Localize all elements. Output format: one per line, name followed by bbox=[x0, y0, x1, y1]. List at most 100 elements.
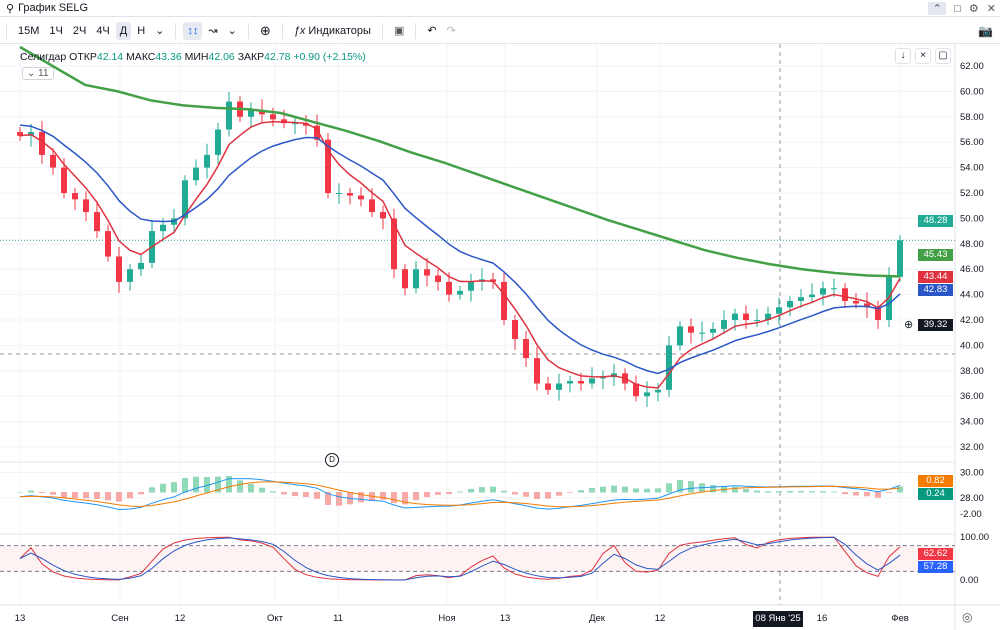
interval-15m[interactable]: 15M bbox=[18, 24, 40, 37]
candle bbox=[523, 330, 529, 367]
macd-histogram-bar bbox=[490, 486, 496, 493]
candle bbox=[688, 318, 694, 344]
candle-body bbox=[633, 383, 639, 397]
candle bbox=[512, 314, 518, 350]
line-chart-icon[interactable]: ↝ bbox=[208, 25, 218, 37]
interval-day[interactable]: Д bbox=[115, 21, 132, 40]
macd-histogram-bar bbox=[182, 478, 188, 493]
candles-icon[interactable]: ↕↕ bbox=[183, 21, 203, 40]
candle-body bbox=[512, 320, 518, 340]
price-tick: 60.00 bbox=[960, 86, 984, 97]
macd-histogram-bar bbox=[831, 491, 837, 493]
candle-body bbox=[809, 294, 815, 298]
macd-histogram-bar bbox=[578, 490, 584, 493]
candle-body bbox=[798, 297, 804, 301]
price-tick: 36.00 bbox=[960, 391, 984, 402]
indicators-button[interactable]: ƒx Индикаторы bbox=[290, 22, 375, 40]
candle bbox=[50, 148, 56, 175]
indicators-collapse-button[interactable]: ⌄ 11 bbox=[22, 67, 54, 80]
symbol-name: Селигдар bbox=[20, 51, 67, 63]
interval-2h[interactable]: 2Ч bbox=[72, 24, 87, 37]
macd-histogram-bar bbox=[457, 491, 463, 493]
layout-grid-icon[interactable]: ▣ bbox=[393, 25, 405, 37]
candle-body bbox=[468, 281, 474, 291]
fx-icon: ƒx bbox=[293, 24, 306, 37]
price-chart[interactable]: 62.00 60.00 58.00 56.00 54.00 52.00 50.00 48.00… bbox=[0, 44, 1000, 630]
candle-body bbox=[380, 212, 386, 219]
macd-histogram-bar bbox=[589, 487, 595, 493]
crosshair-time-tag: 08 Янв '25 bbox=[753, 611, 803, 627]
interval-1h[interactable]: 1Ч bbox=[49, 24, 63, 37]
candle-body bbox=[655, 389, 661, 393]
candle-body bbox=[424, 269, 430, 276]
maximize-icon[interactable]: □ bbox=[954, 2, 961, 15]
candle-body bbox=[534, 358, 540, 384]
candle bbox=[215, 122, 221, 164]
price-tick: 46.00 bbox=[960, 264, 984, 275]
candle bbox=[655, 383, 661, 402]
macd-histogram-bar bbox=[688, 481, 694, 493]
window-titlebar: ⚲ График SELG ⌃ □ ⚙ ✕ bbox=[0, 0, 1000, 17]
price-tick: 54.00 bbox=[960, 163, 984, 174]
collapse-pane-icon[interactable]: × bbox=[915, 48, 931, 64]
macd-histogram-bar bbox=[127, 492, 133, 499]
candle bbox=[270, 107, 276, 127]
chevron-down-icon[interactable]: ⌄ bbox=[227, 25, 237, 37]
macd-histogram-bar bbox=[820, 491, 826, 493]
price-tick: 48.00 bbox=[960, 239, 984, 250]
candle-body bbox=[402, 269, 408, 289]
candle bbox=[545, 376, 551, 395]
search-icon[interactable]: ⚲ bbox=[6, 2, 15, 15]
macd-histogram-bar bbox=[798, 490, 804, 493]
candle-body bbox=[336, 193, 342, 194]
macd-histogram-bar bbox=[28, 490, 34, 493]
fullscreen-icon[interactable]: ▢ bbox=[935, 48, 951, 64]
candle-body bbox=[248, 110, 254, 117]
arrow-down-icon[interactable]: ↓ bbox=[895, 48, 911, 64]
chart-toolbar: 15M 1Ч 2Ч 4Ч Д Н ⌄ ↕↕ ↝ ⌄ ⊕ ƒx Индикатор… bbox=[0, 18, 1000, 44]
candle bbox=[765, 307, 771, 326]
interval-4h[interactable]: 4Ч bbox=[96, 24, 110, 37]
candle-body bbox=[303, 123, 309, 126]
candle-body bbox=[677, 326, 683, 346]
macd-histogram-bar bbox=[248, 483, 254, 493]
macd-histogram-bar bbox=[292, 492, 298, 496]
macd-histogram-bar bbox=[501, 490, 507, 493]
macd-histogram-bar bbox=[204, 476, 210, 493]
candle bbox=[468, 273, 474, 302]
macd-histogram-bar bbox=[215, 476, 221, 493]
crosshair-price-tag: 39.32 bbox=[918, 319, 953, 331]
interval-week[interactable]: Н bbox=[137, 24, 146, 37]
time-tick: 16 bbox=[817, 613, 828, 624]
gear-icon[interactable]: ⚙ bbox=[968, 3, 979, 15]
candle-body bbox=[446, 281, 452, 295]
macd-histogram-bar bbox=[842, 492, 848, 495]
settings-icon[interactable]: ◎ bbox=[962, 610, 973, 624]
close-label: ЗАКР bbox=[237, 51, 265, 63]
candle-body bbox=[182, 180, 188, 219]
camera-icon[interactable]: 📷 bbox=[978, 24, 993, 38]
undo-icon[interactable]: ↶ bbox=[427, 25, 437, 37]
candle bbox=[226, 91, 232, 137]
candle bbox=[138, 254, 144, 277]
price-tick: 56.00 bbox=[960, 137, 984, 148]
candle bbox=[875, 300, 881, 329]
candle-body bbox=[347, 193, 353, 196]
compare-add-icon[interactable]: ⊕ bbox=[259, 22, 271, 38]
close-icon[interactable]: ✕ bbox=[986, 3, 996, 15]
chevron-down-icon[interactable]: ⌄ bbox=[155, 25, 165, 37]
macd-histogram-bar bbox=[479, 487, 485, 493]
macd-histogram-bar bbox=[138, 492, 144, 495]
add-alert-icon[interactable]: ⊕ bbox=[904, 319, 914, 331]
macd-histogram-bar bbox=[402, 492, 408, 505]
redo-icon[interactable]: ↷ bbox=[446, 25, 456, 37]
candle-body bbox=[127, 269, 133, 282]
macd-histogram-bar bbox=[281, 492, 287, 495]
macd-histogram-bar bbox=[556, 492, 562, 496]
candle bbox=[666, 335, 672, 397]
dividend-marker[interactable]: D bbox=[325, 453, 339, 467]
chevron-up-icon[interactable]: ⌃ bbox=[928, 2, 947, 15]
macd-histogram-bar bbox=[105, 492, 111, 501]
candle bbox=[182, 175, 188, 226]
candle-body bbox=[314, 125, 320, 140]
